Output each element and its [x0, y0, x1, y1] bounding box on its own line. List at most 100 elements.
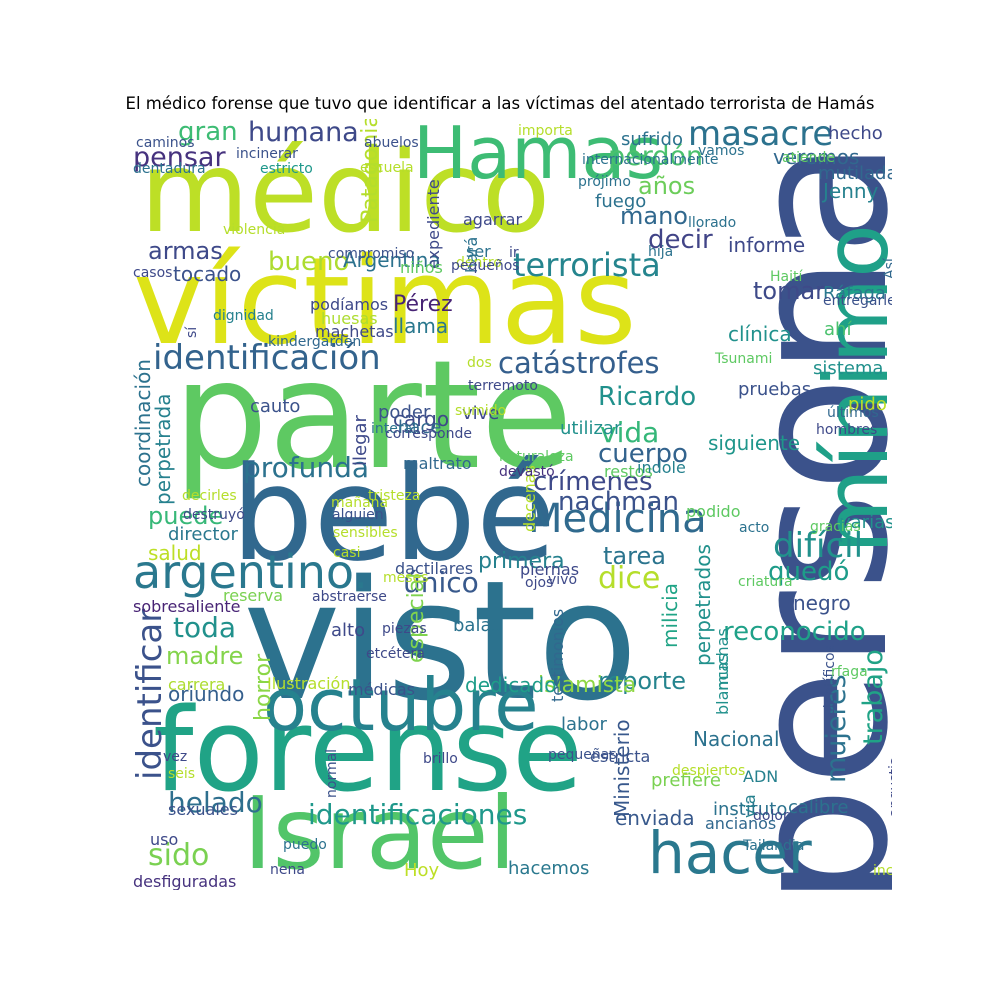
- word-hacer: hacer: [648, 819, 812, 887]
- word-octubre: octubre: [263, 663, 539, 747]
- word-rfaga: rfaga: [831, 664, 868, 680]
- word-cuerpo: cuerpo: [598, 439, 688, 469]
- word-cauto: cauto: [250, 396, 301, 417]
- word-informe: informe: [728, 233, 806, 257]
- word-minimo: mínimo: [805, 223, 892, 554]
- word-masacre: masacre: [688, 119, 834, 154]
- word-brillo: brillo: [423, 751, 458, 767]
- word-decirles: decirles: [182, 488, 237, 504]
- word-ser: ser: [466, 242, 491, 261]
- word-perpetrados: perpetrados: [691, 543, 715, 666]
- word-carrera: carrera: [168, 675, 226, 694]
- word-perez: Pérez: [393, 292, 453, 317]
- word-kindergarden: kindergarden: [268, 334, 362, 350]
- word-ultimos: últimos: [827, 405, 879, 421]
- word-sobresaliente: sobresaliente: [133, 597, 241, 616]
- word-devasto: devastó: [499, 464, 555, 480]
- word-cientificos: científicos: [822, 644, 838, 716]
- word-projimo: prójimo: [578, 174, 631, 190]
- word-meses: meses: [383, 570, 429, 586]
- word-dentro: dentro: [456, 255, 502, 271]
- word-blancas: blancas: [713, 654, 732, 716]
- word-vida: vida: [600, 416, 660, 449]
- word-dificil: difícil: [773, 526, 864, 566]
- word-perpetrada: perpetrada: [151, 393, 175, 506]
- word-tristeza: tristeza: [368, 488, 421, 504]
- word-hacemos: hacemos: [508, 858, 590, 879]
- word-sistema: sistema: [813, 358, 884, 379]
- word-llegar: llegar: [350, 414, 371, 466]
- word-identificaciones: identificaciones: [308, 798, 528, 831]
- word-alto: alto: [331, 620, 366, 641]
- word-oriundo: oriundo: [168, 682, 245, 706]
- word-terrorista: terrorista: [513, 246, 661, 284]
- word-abuelos: abuelos: [364, 135, 419, 151]
- word-bueno: bueno: [268, 247, 350, 277]
- word-acto: acto: [739, 520, 770, 536]
- word-ahi: ahí: [824, 319, 852, 340]
- word-identificar: identificar: [130, 608, 170, 781]
- word-terremoto: terremoto: [468, 378, 538, 394]
- word-dactilares: dactilares: [395, 559, 474, 578]
- word-sido: sido: [148, 838, 210, 873]
- word-adn: ADN: [743, 767, 779, 786]
- word-gran: gran: [178, 119, 238, 147]
- word-desfiguradas: desfiguradas: [133, 872, 237, 890]
- word-medicina: Medicina: [528, 496, 707, 542]
- word-islamista: islamista: [538, 673, 637, 698]
- word-vive: vive: [462, 403, 500, 424]
- word-milicia: milicia: [658, 582, 682, 648]
- word-ministerio: Ministerio: [610, 718, 634, 817]
- word-sexuales: sexuales: [168, 800, 238, 819]
- word-visto: visto: [243, 545, 639, 737]
- word-anos: años: [638, 172, 696, 200]
- word-hace: hace: [398, 417, 442, 438]
- word-seis: seis: [168, 766, 196, 782]
- word-restos: restos: [604, 462, 653, 481]
- word-instituto: instituto: [713, 799, 788, 820]
- word-huesas: huesas: [321, 309, 378, 328]
- word-forense: forense: [153, 684, 583, 818]
- word-naturaleza: naturaleza: [499, 449, 574, 465]
- word-sufrido: sufrido: [621, 129, 683, 150]
- word-medico: médico: [140, 128, 551, 258]
- word-enviada: enviada: [615, 806, 695, 830]
- word-utilizar: utilizar: [560, 418, 622, 439]
- word-ninos: niños: [400, 258, 443, 277]
- word-hija: hija: [648, 244, 674, 260]
- word-incinerar: incinerar: [236, 146, 298, 162]
- word-reconocido: reconocido: [723, 617, 866, 647]
- word-parte: parte: [173, 329, 573, 503]
- word-crimenes: crímenes: [533, 467, 653, 497]
- word-reserva: reserva: [223, 586, 284, 605]
- word-mano: mano: [620, 202, 688, 230]
- word-destruyo: destruyó: [183, 507, 245, 523]
- word-tomar: tomar: [753, 277, 826, 305]
- word-veremos: veremos: [773, 145, 860, 169]
- word-sensibles: sensibles: [333, 525, 398, 541]
- word-piezas: piezas: [382, 621, 427, 637]
- word-manana: mañana: [331, 495, 389, 511]
- word-abstraerse: abstraerse: [312, 589, 387, 605]
- word-decir: decir: [648, 225, 713, 255]
- word-rafaga: Ráfaga: [823, 283, 886, 304]
- word-llorado: llorado: [688, 215, 737, 231]
- word-director: director: [168, 524, 238, 545]
- word-despiertos: despiertos: [672, 763, 746, 779]
- word-dos: dos: [467, 355, 492, 371]
- word-vamos: vamos: [698, 143, 745, 159]
- word-puedo: puedo: [283, 837, 327, 853]
- word-nachman: nachman: [558, 487, 679, 517]
- word-casos: casos: [133, 265, 173, 281]
- word-fuego: fuego: [595, 191, 647, 212]
- word-coordinacion: coordinación: [131, 358, 155, 487]
- word-salud: salud: [148, 541, 202, 565]
- word-internacionalmente: internacionalmente: [582, 152, 719, 168]
- word-cloud: persona visto parte bebé víctimas médico foren…: [128, 119, 892, 890]
- word-agarrar: agarrar: [463, 210, 523, 229]
- word-madre: madre: [166, 642, 244, 670]
- word-llama: llama: [393, 314, 449, 338]
- word-asi: Así: [882, 257, 892, 279]
- word-hombres: hombres: [816, 422, 878, 438]
- word-compromiso: compromiso: [328, 246, 415, 262]
